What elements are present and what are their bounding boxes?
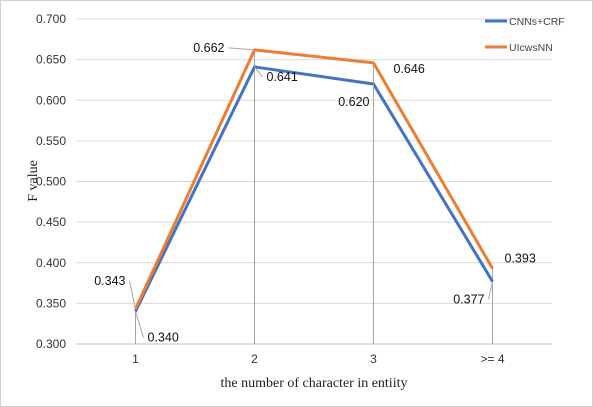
data-label-cnns-crf: 0.340 <box>148 331 179 345</box>
data-labels: 0.340 0.641 0.620 0.377 0.343 0.662 0.646 0.393 <box>94 41 536 345</box>
data-label-cnns-crf: 0.620 <box>338 95 369 109</box>
y-tick-label: 0.400 <box>36 256 66 270</box>
data-label-uicwsnn: 0.646 <box>394 62 425 76</box>
legend-label-uicwsnn: UIcwsNN <box>509 42 553 54</box>
y-tick-label: 0.300 <box>36 337 66 351</box>
x-axis-title: the number of character in entiity <box>221 376 408 391</box>
legend-label-cnns-crf: CNNs+CRF <box>509 16 565 28</box>
series-lines <box>134 48 494 313</box>
y-tick-label: 0.500 <box>36 175 66 189</box>
legend: CNNs+CRF UIcwsNN <box>485 16 565 54</box>
y-tick-label: 0.700 <box>36 12 66 26</box>
label-leader-line <box>254 66 263 78</box>
x-axis-ticks: 1 2 3 >= 4 <box>132 352 505 366</box>
data-label-cnns-crf: 0.377 <box>453 292 484 306</box>
y-axis-ticks: 0.300 0.350 0.400 0.450 0.500 0.550 0.600 0.650… <box>36 12 66 351</box>
data-label-uicwsnn: 0.343 <box>94 274 125 288</box>
label-leader-line <box>228 47 255 51</box>
label-leader-line <box>488 281 493 300</box>
label-leader-line <box>135 311 144 338</box>
y-tick-label: 0.450 <box>36 215 66 229</box>
drop-lines <box>135 49 493 344</box>
data-label-uicwsnn: 0.662 <box>193 41 224 55</box>
y-tick-label: 0.550 <box>36 134 66 148</box>
x-tick-label: 2 <box>251 352 258 366</box>
y-tick-label: 0.350 <box>36 296 66 310</box>
label-leader-line <box>129 280 136 310</box>
series-line-uicwsnn <box>134 48 494 310</box>
x-tick-label: 1 <box>132 352 139 366</box>
x-tick-label: 3 <box>370 352 377 366</box>
data-label-uicwsnn: 0.393 <box>505 251 536 265</box>
y-tick-label: 0.600 <box>36 93 66 107</box>
data-label-cnns-crf: 0.641 <box>267 70 298 84</box>
series-line-cnns-crf <box>134 65 494 313</box>
y-axis-title: F value <box>26 160 41 202</box>
y-tick-label: 0.650 <box>36 53 66 67</box>
x-tick-label: >= 4 <box>480 352 504 366</box>
